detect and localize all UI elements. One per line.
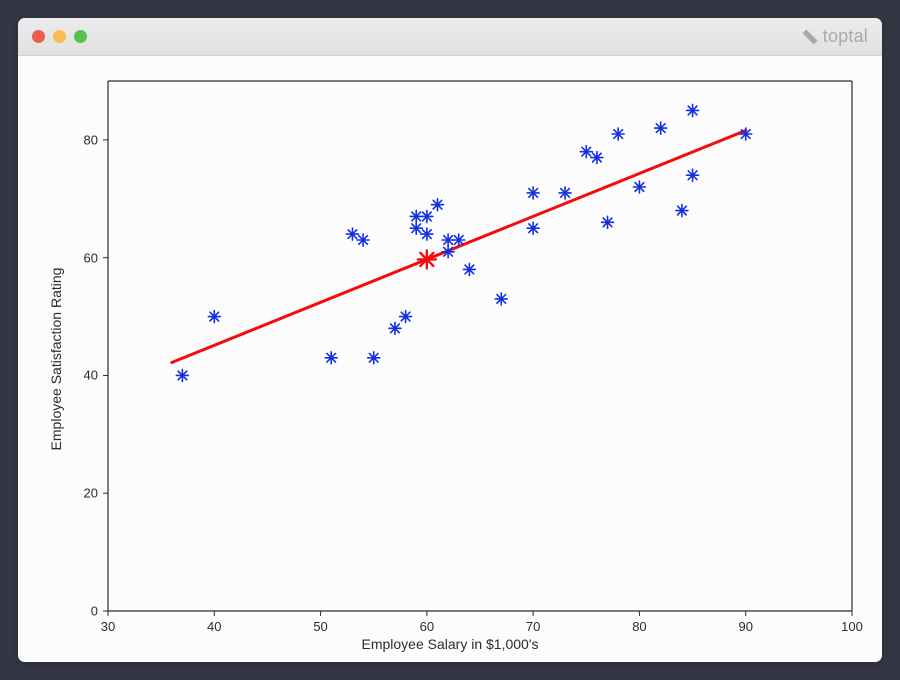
x-tick-label: 80 bbox=[632, 619, 646, 634]
y-tick-label: 80 bbox=[84, 132, 98, 147]
toptal-icon bbox=[801, 28, 819, 46]
x-tick-label: 30 bbox=[101, 619, 115, 634]
y-tick-label: 20 bbox=[84, 486, 98, 501]
titlebar: toptal bbox=[18, 18, 882, 56]
minimize-icon[interactable] bbox=[53, 30, 66, 43]
x-tick-label: 70 bbox=[526, 619, 540, 634]
y-tick-label: 40 bbox=[84, 368, 98, 383]
x-tick-label: 50 bbox=[313, 619, 327, 634]
x-tick-label: 60 bbox=[420, 619, 434, 634]
x-tick-label: 100 bbox=[841, 619, 863, 634]
y-tick-label: 60 bbox=[84, 250, 98, 265]
y-axis-label: Employee Satisfaction Rating bbox=[48, 268, 64, 451]
y-tick-label: 0 bbox=[91, 604, 98, 619]
brand-logo: toptal bbox=[801, 26, 868, 47]
x-tick-label: 40 bbox=[207, 619, 221, 634]
app-window: toptal Employee Satisfaction Rating Empl… bbox=[18, 18, 882, 662]
window-controls bbox=[32, 30, 87, 43]
scatter-chart bbox=[18, 56, 882, 662]
x-tick-label: 90 bbox=[738, 619, 752, 634]
chart-area: Employee Satisfaction Rating Employee Sa… bbox=[18, 56, 882, 662]
x-axis-label: Employee Salary in $1,000's bbox=[362, 636, 539, 652]
close-icon[interactable] bbox=[32, 30, 45, 43]
zoom-icon[interactable] bbox=[74, 30, 87, 43]
brand-text: toptal bbox=[823, 26, 868, 47]
